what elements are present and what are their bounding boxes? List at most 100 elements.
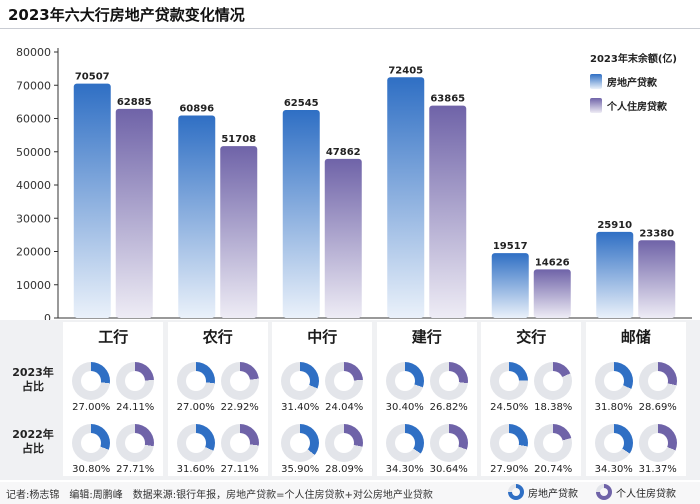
bar-housing — [115, 108, 153, 318]
bar-chart: 0 10000 20000 30000 40000 50000 60000 70000 8000… — [16, 46, 692, 320]
real-estate-share-donut — [281, 424, 320, 462]
footer-legend-real-estate: 房地产贷款 — [508, 484, 578, 500]
real-estate-share-donut — [385, 362, 424, 400]
footer-legend-housing: 个人住房贷款 — [596, 484, 676, 500]
housing-share-donut — [429, 362, 468, 400]
footer-legend-housing-label: 个人住房贷款 — [616, 488, 676, 500]
bar-real-estate — [387, 77, 425, 318]
share-percent-label: 22.92% — [220, 402, 259, 413]
share-percent-label: 28.09% — [325, 464, 364, 475]
footer-legend-real-estate-label: 房地产贷款 — [528, 488, 578, 500]
bar-real-estate — [491, 253, 529, 318]
bar-housing — [638, 240, 676, 318]
share-percent-label: 31.37% — [638, 464, 677, 475]
housing-share-donut — [638, 424, 677, 462]
bar-housing — [533, 269, 571, 318]
bar-value-label: 23380 — [639, 228, 674, 239]
legend-label: 个人住房贷款 — [606, 100, 668, 113]
share-percent-label: 27.00% — [72, 402, 111, 413]
share-percent-label: 30.40% — [385, 402, 424, 413]
housing-share-donut — [116, 362, 155, 400]
bar-housing — [324, 158, 362, 318]
share-percent-label: 30.64% — [429, 464, 468, 475]
y-tick-label: 20000 — [16, 246, 51, 259]
housing-share-donut — [220, 362, 259, 400]
real-estate-share-donut — [490, 362, 529, 400]
housing-share-donut — [325, 424, 364, 462]
y-tick-label: 0 — [44, 312, 51, 320]
bar-value-label: 72405 — [388, 65, 423, 76]
share-percent-label: 30.80% — [72, 464, 111, 475]
bar-value-label: 62885 — [117, 97, 152, 108]
bar-value-label: 63865 — [430, 94, 465, 105]
share-percent-label: 24.04% — [325, 402, 364, 413]
y-tick-label: 50000 — [16, 146, 51, 159]
y-tick-label: 10000 — [16, 279, 51, 292]
housing-share-donut — [116, 424, 155, 462]
chart-title: 2023年六大行房地产贷款变化情况 — [8, 6, 245, 24]
bar-value-label: 19517 — [493, 241, 528, 252]
share-percent-label: 34.30% — [385, 464, 424, 475]
share-percent-label: 27.90% — [490, 464, 529, 475]
bank-name: 建行 — [411, 328, 442, 346]
share-percent-label: 31.60% — [176, 464, 215, 475]
bar-real-estate — [282, 110, 320, 318]
share-percent-label: 28.69% — [638, 402, 677, 413]
share-percent-label: 34.30% — [594, 464, 633, 475]
real-estate-share-donut — [385, 424, 424, 462]
legend-label: 房地产贷款 — [607, 76, 658, 89]
bank-name: 交行 — [516, 328, 547, 346]
housing-share-donut — [325, 362, 364, 400]
share-percent-label: 24.11% — [116, 402, 155, 413]
bar-value-label: 47862 — [326, 147, 361, 158]
share-percent-label: 20.74% — [534, 464, 573, 475]
share-percent-label: 27.11% — [220, 464, 259, 475]
y-tick-label: 60000 — [16, 113, 51, 126]
y-tick-label: 70000 — [16, 79, 51, 92]
bar-housing — [429, 105, 467, 319]
footer-bar — [0, 482, 700, 504]
housing-share-donut — [534, 424, 573, 462]
y-tick-label: 80000 — [16, 46, 51, 59]
housing-share-donut — [534, 362, 573, 400]
real-estate-share-donut — [176, 424, 215, 462]
bar-value-label: 51708 — [221, 134, 256, 145]
bank-name: 邮储 — [620, 328, 651, 346]
row-label: 2022年 占比 — [12, 428, 54, 455]
share-percent-label: 31.40% — [281, 402, 320, 413]
bar-value-label: 62545 — [284, 98, 319, 109]
y-tick-label: 40000 — [16, 179, 51, 192]
share-percent-label: 27.71% — [116, 464, 155, 475]
bar-real-estate — [596, 231, 634, 318]
share-percent-label: 31.80% — [594, 402, 633, 413]
legend-swatch — [590, 98, 602, 113]
real-estate-share-donut — [594, 424, 633, 462]
real-estate-share-donut — [594, 362, 633, 400]
bar-value-label: 14626 — [535, 257, 570, 268]
legend-title: 2023年末余额(亿) — [590, 52, 677, 65]
bar-real-estate — [178, 115, 216, 318]
bar-real-estate — [73, 83, 111, 318]
real-estate-share-donut — [72, 362, 111, 400]
bar-value-label: 60896 — [179, 104, 214, 115]
real-estate-share-donut — [490, 424, 529, 462]
housing-donut-icon — [596, 484, 612, 500]
bar-housing — [220, 146, 258, 318]
housing-share-donut — [220, 424, 259, 462]
real-estate-share-donut — [176, 362, 215, 400]
bank-name: 工行 — [98, 328, 129, 346]
legend-swatch — [590, 74, 602, 89]
share-percent-label: 24.50% — [490, 402, 529, 413]
share-percent-label: 27.00% — [176, 402, 215, 413]
share-percent-label: 35.90% — [281, 464, 320, 475]
y-tick-label: 30000 — [16, 212, 51, 225]
real-estate-donut-icon — [508, 484, 524, 500]
real-estate-share-donut — [72, 424, 111, 462]
housing-share-donut — [429, 424, 468, 462]
share-percent-label: 18.38% — [534, 402, 573, 413]
bank-name: 农行 — [202, 328, 233, 346]
footer-credit: 记者:杨志锦 编辑:周鹏峰 数据来源:银行年报，房地产贷款=个人住房贷款+对公房… — [6, 490, 433, 501]
real-estate-share-donut — [281, 362, 320, 400]
bar-value-label: 70507 — [75, 72, 110, 83]
row-label: 2023年 占比 — [12, 366, 54, 393]
